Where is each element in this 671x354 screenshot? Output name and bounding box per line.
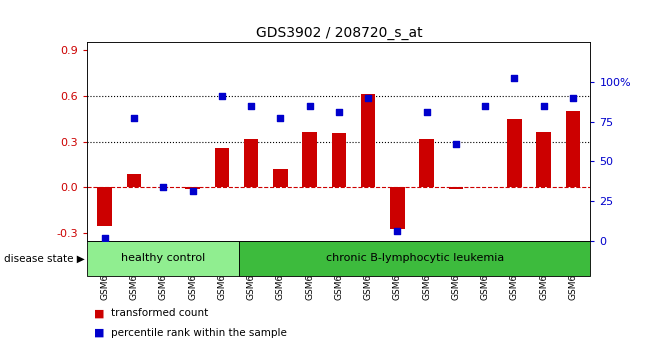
Point xyxy=(392,228,403,234)
Point xyxy=(450,141,461,147)
Point xyxy=(246,103,256,109)
Text: ■: ■ xyxy=(94,308,105,318)
Text: healthy control: healthy control xyxy=(121,253,205,263)
Bar xyxy=(240,241,590,276)
Bar xyxy=(390,187,405,229)
Bar xyxy=(273,169,288,187)
Point xyxy=(99,235,110,240)
Bar xyxy=(185,187,200,189)
Bar xyxy=(302,132,317,187)
Bar xyxy=(536,132,551,187)
Point xyxy=(158,184,168,190)
Text: transformed count: transformed count xyxy=(111,308,208,318)
Bar xyxy=(566,111,580,187)
Point xyxy=(538,103,549,109)
Bar xyxy=(449,187,463,189)
Text: chronic B-lymphocytic leukemia: chronic B-lymphocytic leukemia xyxy=(326,253,504,263)
Bar xyxy=(419,138,434,187)
Bar xyxy=(331,133,346,187)
Point xyxy=(421,109,432,115)
Bar xyxy=(507,119,522,187)
Bar xyxy=(215,148,229,187)
Title: GDS3902 / 208720_s_at: GDS3902 / 208720_s_at xyxy=(256,26,422,40)
Point xyxy=(304,103,315,109)
Point xyxy=(333,109,344,115)
Bar xyxy=(127,173,142,187)
Text: ■: ■ xyxy=(94,328,105,338)
Point xyxy=(568,95,578,101)
Bar xyxy=(361,93,376,187)
Point xyxy=(480,103,491,109)
Point xyxy=(275,115,286,121)
Text: disease state ▶: disease state ▶ xyxy=(3,253,85,263)
Bar xyxy=(244,138,258,187)
Point xyxy=(187,188,198,194)
Bar xyxy=(87,241,240,276)
Point xyxy=(129,115,140,121)
Text: percentile rank within the sample: percentile rank within the sample xyxy=(111,328,287,338)
Point xyxy=(509,75,520,81)
Bar xyxy=(97,187,112,226)
Point xyxy=(217,93,227,99)
Point xyxy=(363,95,374,101)
